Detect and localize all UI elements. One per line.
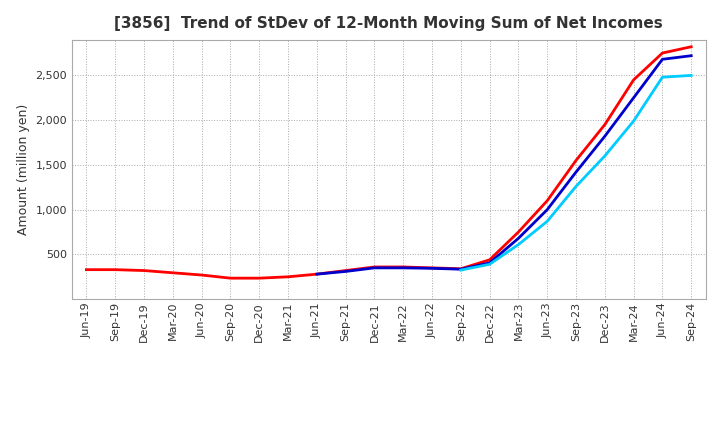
7 Years — [543, 219, 552, 224]
5 Years — [312, 271, 321, 277]
7 Years — [572, 184, 580, 189]
7 Years — [600, 153, 609, 158]
7 Years — [514, 242, 523, 247]
3 Years — [111, 267, 120, 272]
3 Years — [370, 264, 379, 270]
3 Years — [629, 77, 638, 83]
5 Years — [485, 260, 494, 266]
3 Years — [312, 271, 321, 277]
Line: 7 Years: 7 Years — [461, 75, 691, 270]
7 Years — [456, 268, 465, 273]
Line: 5 Years: 5 Years — [317, 56, 691, 274]
3 Years — [140, 268, 148, 273]
3 Years — [82, 267, 91, 272]
3 Years — [456, 266, 465, 271]
3 Years — [168, 270, 177, 275]
3 Years — [428, 265, 436, 271]
3 Years — [687, 44, 696, 49]
5 Years — [658, 57, 667, 62]
5 Years — [399, 265, 408, 271]
Y-axis label: Amount (million yen): Amount (million yen) — [17, 104, 30, 235]
3 Years — [514, 229, 523, 235]
5 Years — [428, 266, 436, 271]
3 Years — [399, 264, 408, 270]
Title: [3856]  Trend of StDev of 12-Month Moving Sum of Net Incomes: [3856] Trend of StDev of 12-Month Moving… — [114, 16, 663, 32]
5 Years — [341, 269, 350, 274]
5 Years — [514, 236, 523, 241]
5 Years — [629, 95, 638, 100]
3 Years — [284, 274, 292, 279]
7 Years — [687, 73, 696, 78]
5 Years — [543, 207, 552, 213]
Line: 3 Years: 3 Years — [86, 47, 691, 278]
5 Years — [687, 53, 696, 59]
3 Years — [600, 122, 609, 127]
3 Years — [485, 257, 494, 262]
3 Years — [255, 275, 264, 281]
7 Years — [658, 74, 667, 80]
5 Years — [370, 265, 379, 271]
7 Years — [629, 118, 638, 124]
3 Years — [197, 272, 206, 278]
5 Years — [600, 134, 609, 139]
3 Years — [572, 158, 580, 163]
5 Years — [456, 267, 465, 272]
3 Years — [658, 51, 667, 56]
7 Years — [485, 262, 494, 267]
3 Years — [543, 198, 552, 203]
3 Years — [226, 275, 235, 281]
5 Years — [572, 169, 580, 175]
3 Years — [341, 268, 350, 273]
